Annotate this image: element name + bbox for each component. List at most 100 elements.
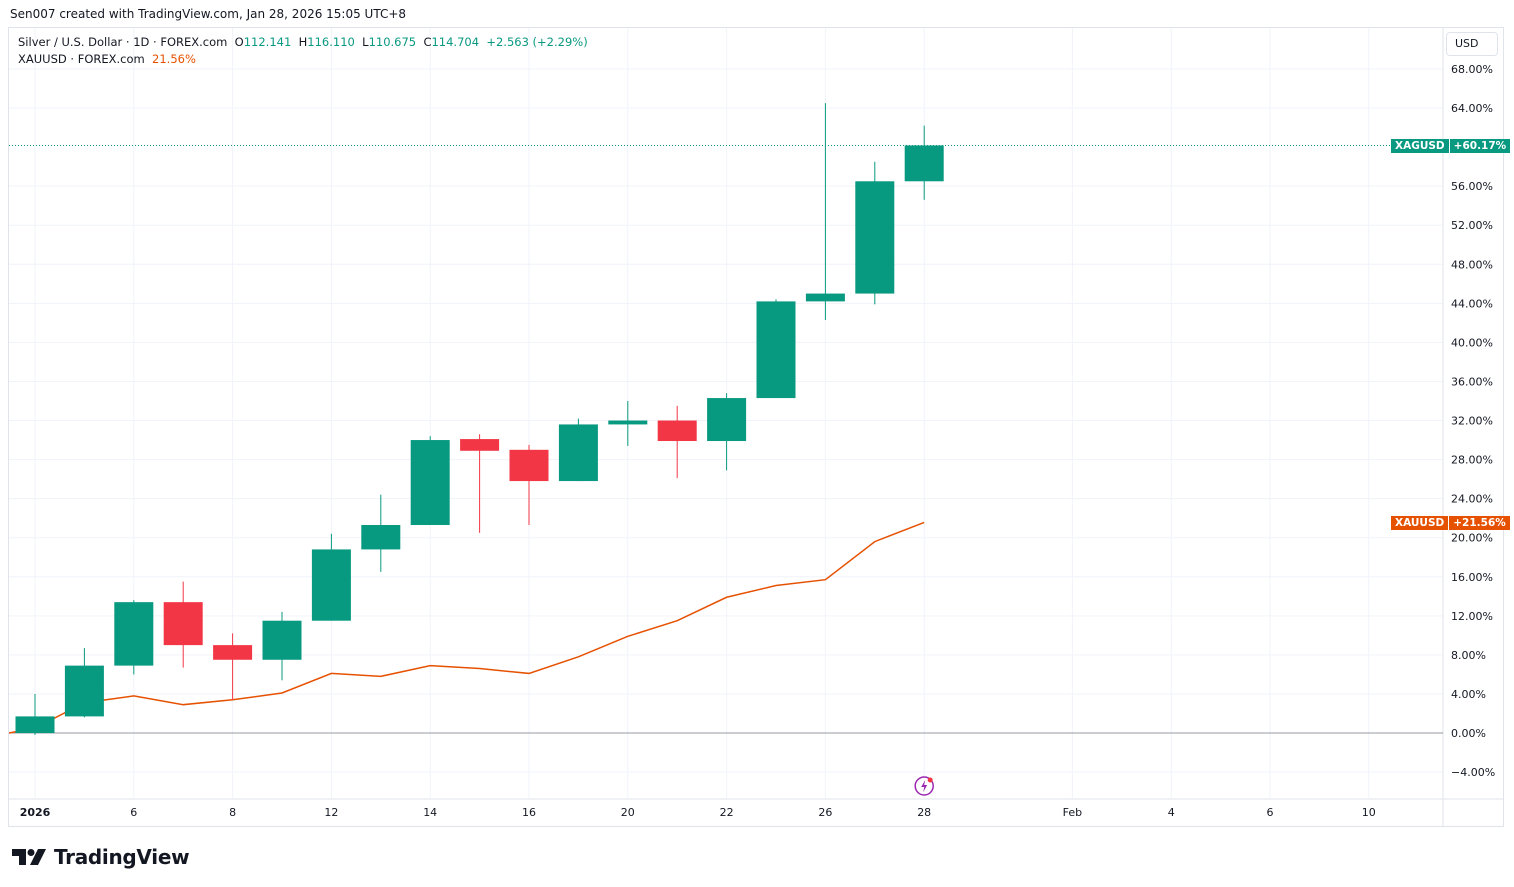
x-tick-label: 2026 — [20, 806, 51, 819]
open-value: 112.141 — [243, 35, 292, 49]
candle — [657, 405, 697, 479]
event-dot — [927, 777, 933, 783]
candle — [460, 434, 500, 533]
candle-body — [361, 525, 401, 550]
chart-frame — [8, 27, 1504, 827]
candle-body — [15, 716, 55, 733]
xagusd-tag-symbol: XAGUSD — [1391, 139, 1449, 153]
candle-body — [410, 440, 450, 526]
candle — [805, 103, 845, 320]
x-tick-label: 6 — [130, 806, 137, 819]
candle — [262, 611, 302, 681]
candle-body — [608, 420, 648, 425]
candle — [361, 494, 401, 572]
candle-body — [163, 602, 203, 646]
x-tick-label: 12 — [324, 806, 338, 819]
x-tick-label: 14 — [423, 806, 437, 819]
xauusd-tag-value: +21.56% — [1448, 516, 1510, 530]
x-tick-label: Feb — [1063, 806, 1082, 819]
compare-series-value: 21.56% — [152, 52, 196, 66]
candle-body — [904, 145, 944, 182]
close-label: C — [423, 35, 432, 49]
candle — [608, 400, 648, 446]
candle — [509, 444, 549, 526]
candle — [410, 436, 450, 526]
candle-body — [311, 549, 351, 621]
candle-body — [805, 293, 845, 302]
tradingview-logo-icon — [12, 849, 46, 865]
candle-body — [114, 602, 154, 666]
y-tick-label: 40.00% — [1451, 336, 1493, 349]
xauusd-line — [8, 521, 925, 734]
xagusd-price-tag: XAGUSD +60.17% — [1391, 139, 1511, 153]
candle — [756, 299, 796, 399]
open-label: O — [234, 35, 244, 49]
candle-body — [756, 301, 796, 399]
high-value: 116.110 — [307, 35, 355, 49]
candle — [64, 648, 104, 718]
x-tick-label: 20 — [621, 806, 635, 819]
main-series-legend[interactable]: Silver / U.S. Dollar · 1D · FOREX.com O1… — [18, 34, 588, 51]
x-tick-label: 4 — [1168, 806, 1175, 819]
y-tick-label: 8.00% — [1451, 649, 1486, 662]
tradingview-logo-text: TradingView — [54, 845, 190, 869]
candle — [855, 161, 895, 305]
xauusd-tag-symbol: XAUUSD — [1391, 516, 1449, 530]
x-tick-label: 26 — [818, 806, 832, 819]
x-tick-label: 6 — [1267, 806, 1274, 819]
x-tick-label: 22 — [720, 806, 734, 819]
x-tick-label: 16 — [522, 806, 536, 819]
candle-body — [64, 665, 104, 717]
y-tick-label: 0.00% — [1451, 727, 1486, 740]
x-tick-label: 28 — [917, 806, 931, 819]
y-tick-label: −4.00% — [1451, 766, 1495, 779]
close-value: 114.704 — [431, 35, 480, 49]
candle — [311, 533, 351, 621]
candle — [114, 600, 154, 675]
y-tick-label: 52.00% — [1451, 219, 1493, 232]
candle-body — [558, 424, 598, 482]
candle-body — [213, 645, 253, 660]
candle-body — [509, 449, 549, 482]
candle — [213, 633, 253, 700]
y-tick-label: 28.00% — [1451, 454, 1493, 467]
y-tick-label: 64.00% — [1451, 102, 1493, 115]
lightning-event-icon[interactable] — [914, 776, 934, 796]
main-series-title: Silver / U.S. Dollar · 1D · FOREX.com — [18, 35, 228, 49]
y-tick-label: 32.00% — [1451, 415, 1493, 428]
candle — [707, 393, 747, 471]
change-value: +2.563 (+2.29%) — [486, 35, 588, 49]
y-tick-label: 20.00% — [1451, 532, 1493, 545]
low-value: 110.675 — [368, 35, 417, 49]
y-tick-label: 56.00% — [1451, 180, 1493, 193]
y-tick-label: 44.00% — [1451, 297, 1493, 310]
xauusd-price-tag: XAUUSD +21.56% — [1391, 516, 1510, 530]
chart-legend: Silver / U.S. Dollar · 1D · FOREX.com O1… — [18, 34, 588, 68]
candle — [904, 125, 944, 200]
y-tick-label: 68.00% — [1451, 63, 1493, 76]
candle-body — [855, 181, 895, 294]
y-tick-label: 4.00% — [1451, 688, 1486, 701]
candle — [15, 693, 55, 735]
compare-series-title: XAUUSD · FOREX.com — [18, 52, 145, 66]
tradingview-logo[interactable]: TradingView — [12, 845, 190, 869]
xagusd-tag-value: +60.17% — [1448, 139, 1511, 153]
low-label: L — [362, 35, 369, 49]
candle — [163, 581, 203, 668]
compare-series-legend[interactable]: XAUUSD · FOREX.com 21.56% — [18, 51, 588, 68]
x-tick-label: 8 — [229, 806, 236, 819]
y-tick-label: 36.00% — [1451, 375, 1493, 388]
high-label: H — [298, 35, 308, 49]
chart-credit: Sen007 created with TradingView.com, Jan… — [10, 7, 407, 21]
candle-body — [707, 398, 747, 442]
y-tick-label: 12.00% — [1451, 610, 1493, 623]
candle — [558, 418, 598, 482]
y-tick-label: 48.00% — [1451, 258, 1493, 271]
candle-body — [262, 620, 302, 660]
currency-button[interactable]: USD — [1446, 32, 1498, 56]
lightning-glyph — [921, 780, 928, 792]
x-tick-label: 10 — [1362, 806, 1376, 819]
y-tick-label: 24.00% — [1451, 493, 1493, 506]
candle-body — [657, 420, 697, 442]
